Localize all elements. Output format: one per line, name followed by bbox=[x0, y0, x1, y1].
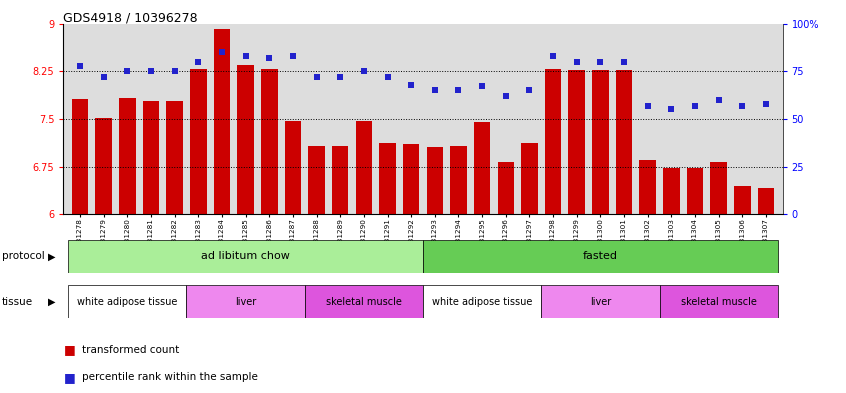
Text: liver: liver bbox=[590, 297, 611, 307]
Bar bbox=[423, 240, 777, 273]
Bar bbox=[711, 162, 727, 214]
Text: transformed count: transformed count bbox=[82, 345, 179, 355]
Point bbox=[428, 87, 442, 94]
Bar bbox=[640, 160, 656, 214]
Bar bbox=[261, 69, 277, 214]
Bar bbox=[758, 187, 774, 214]
Text: ▶: ▶ bbox=[47, 297, 55, 307]
Point bbox=[97, 74, 111, 80]
Bar bbox=[403, 144, 420, 214]
Point bbox=[594, 59, 607, 65]
Text: white adipose tissue: white adipose tissue bbox=[432, 297, 532, 307]
Bar bbox=[308, 145, 325, 214]
Bar bbox=[734, 185, 750, 214]
Bar bbox=[663, 169, 679, 214]
Point bbox=[618, 59, 631, 65]
Bar bbox=[497, 162, 514, 214]
Point bbox=[215, 49, 228, 55]
Bar bbox=[450, 145, 467, 214]
Bar bbox=[214, 29, 230, 214]
Text: liver: liver bbox=[235, 297, 256, 307]
Point bbox=[381, 74, 394, 80]
Point bbox=[570, 59, 584, 65]
Text: skeletal muscle: skeletal muscle bbox=[681, 297, 756, 307]
Bar bbox=[305, 285, 423, 318]
Point bbox=[191, 59, 205, 65]
Point bbox=[404, 81, 418, 88]
Point bbox=[333, 74, 347, 80]
Bar bbox=[569, 70, 585, 214]
Bar bbox=[660, 285, 777, 318]
Point bbox=[523, 87, 536, 94]
Point bbox=[144, 68, 157, 74]
Text: protocol: protocol bbox=[2, 252, 45, 261]
Text: skeletal muscle: skeletal muscle bbox=[326, 297, 402, 307]
Bar bbox=[426, 147, 443, 214]
Text: ad libitum chow: ad libitum chow bbox=[201, 252, 290, 261]
Text: ■: ■ bbox=[63, 343, 75, 356]
Text: GDS4918 / 10396278: GDS4918 / 10396278 bbox=[63, 12, 198, 25]
Bar bbox=[190, 69, 206, 214]
Bar bbox=[332, 145, 349, 214]
Bar bbox=[238, 65, 254, 214]
Point bbox=[310, 74, 323, 80]
Point bbox=[452, 87, 465, 94]
Bar bbox=[119, 98, 135, 214]
Bar bbox=[616, 70, 632, 214]
Point bbox=[475, 83, 489, 90]
Bar bbox=[69, 240, 423, 273]
Bar bbox=[167, 101, 183, 214]
Point bbox=[74, 62, 87, 69]
Bar bbox=[72, 99, 88, 214]
Bar bbox=[355, 121, 372, 214]
Bar bbox=[687, 169, 703, 214]
Bar bbox=[592, 70, 608, 214]
Text: ▶: ▶ bbox=[47, 252, 55, 261]
Point bbox=[357, 68, 371, 74]
Bar bbox=[186, 285, 305, 318]
Point bbox=[759, 101, 772, 107]
Point bbox=[120, 68, 134, 74]
Point bbox=[168, 68, 181, 74]
Point bbox=[735, 103, 749, 109]
Point bbox=[499, 93, 513, 99]
Point bbox=[641, 103, 655, 109]
Point bbox=[239, 53, 252, 59]
Text: ■: ■ bbox=[63, 371, 75, 384]
Bar bbox=[423, 285, 541, 318]
Point bbox=[286, 53, 299, 59]
Bar bbox=[379, 143, 396, 214]
Text: percentile rank within the sample: percentile rank within the sample bbox=[82, 372, 258, 382]
Bar bbox=[545, 69, 562, 214]
Bar bbox=[284, 121, 301, 214]
Point bbox=[547, 53, 560, 59]
Bar bbox=[521, 143, 538, 214]
Point bbox=[689, 103, 702, 109]
Text: fasted: fasted bbox=[583, 252, 618, 261]
Bar bbox=[69, 285, 186, 318]
Bar bbox=[143, 101, 159, 214]
Point bbox=[262, 55, 276, 61]
Text: tissue: tissue bbox=[2, 297, 33, 307]
Bar bbox=[96, 118, 112, 214]
Point bbox=[712, 97, 726, 103]
Bar bbox=[541, 285, 660, 318]
Point bbox=[665, 106, 678, 112]
Text: white adipose tissue: white adipose tissue bbox=[77, 297, 178, 307]
Bar bbox=[474, 122, 491, 214]
